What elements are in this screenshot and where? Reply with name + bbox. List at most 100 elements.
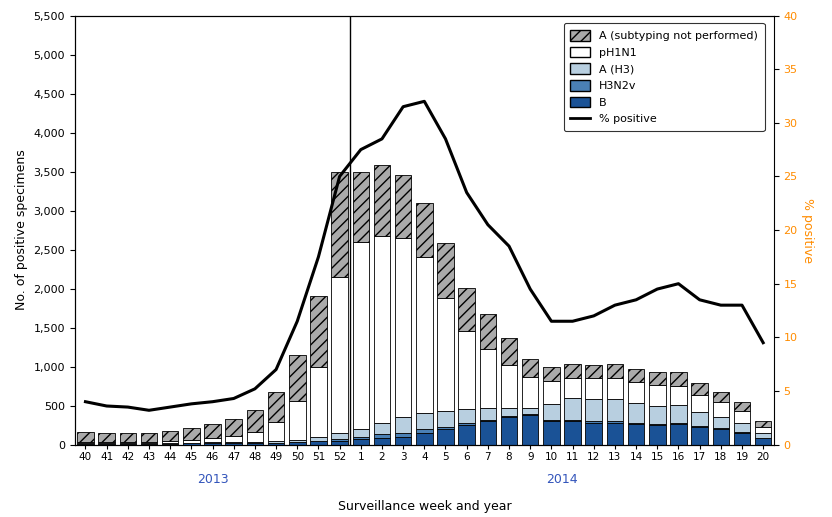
- Bar: [246, 443, 263, 445]
- Bar: [522, 414, 538, 415]
- Bar: [649, 425, 666, 445]
- Bar: [522, 377, 538, 408]
- Bar: [353, 429, 369, 437]
- Bar: [479, 421, 496, 445]
- Bar: [395, 417, 411, 433]
- Bar: [268, 443, 285, 445]
- Bar: [755, 438, 771, 445]
- Bar: [98, 444, 115, 445]
- Bar: [607, 399, 623, 421]
- Bar: [395, 238, 411, 417]
- Bar: [458, 425, 475, 445]
- Bar: [671, 405, 686, 423]
- Bar: [543, 421, 560, 445]
- Bar: [395, 437, 411, 445]
- Bar: [77, 442, 94, 444]
- Bar: [671, 386, 686, 405]
- Bar: [374, 236, 390, 423]
- Bar: [479, 420, 496, 421]
- Bar: [289, 355, 305, 401]
- Bar: [522, 415, 538, 445]
- Bar: [586, 421, 602, 423]
- Bar: [416, 257, 433, 414]
- Bar: [734, 423, 750, 432]
- Bar: [522, 359, 538, 377]
- Bar: [331, 439, 348, 440]
- Bar: [671, 424, 686, 445]
- Bar: [120, 444, 136, 445]
- Bar: [649, 406, 666, 423]
- Bar: [289, 401, 305, 439]
- Bar: [246, 442, 263, 443]
- Bar: [438, 429, 453, 445]
- Bar: [416, 203, 433, 257]
- Bar: [628, 369, 644, 382]
- Bar: [395, 433, 411, 437]
- Bar: [543, 367, 560, 381]
- Bar: [225, 419, 242, 436]
- Bar: [564, 398, 581, 420]
- Bar: [331, 433, 348, 439]
- Bar: [564, 364, 581, 378]
- Bar: [712, 428, 729, 429]
- Bar: [671, 372, 686, 386]
- Bar: [374, 438, 390, 445]
- Bar: [353, 437, 369, 439]
- Bar: [734, 432, 750, 433]
- Bar: [183, 440, 200, 443]
- Bar: [649, 423, 666, 425]
- Bar: [628, 382, 644, 403]
- Bar: [755, 421, 771, 427]
- Bar: [331, 440, 348, 445]
- Bar: [501, 366, 518, 408]
- Bar: [98, 433, 115, 442]
- Bar: [268, 441, 285, 443]
- Bar: [691, 395, 708, 412]
- Bar: [395, 175, 411, 238]
- Bar: [416, 429, 433, 433]
- Bar: [691, 412, 708, 427]
- Bar: [671, 423, 686, 424]
- Bar: [77, 432, 94, 442]
- Bar: [183, 428, 200, 440]
- Bar: [586, 378, 602, 399]
- Bar: [141, 442, 157, 444]
- Bar: [586, 364, 602, 378]
- Bar: [77, 444, 94, 445]
- Bar: [691, 428, 708, 445]
- Bar: [564, 420, 581, 421]
- Bar: [120, 433, 136, 442]
- Bar: [479, 314, 496, 349]
- Bar: [205, 442, 220, 443]
- Bar: [353, 439, 369, 445]
- Bar: [734, 433, 750, 445]
- Bar: [205, 443, 220, 445]
- Bar: [310, 367, 327, 437]
- Bar: [734, 411, 750, 423]
- Bar: [310, 440, 327, 442]
- Bar: [331, 172, 348, 277]
- Bar: [458, 423, 475, 425]
- Bar: [522, 408, 538, 414]
- Bar: [712, 417, 729, 428]
- Bar: [141, 444, 157, 445]
- Bar: [438, 411, 453, 427]
- Bar: [458, 331, 475, 409]
- Bar: [607, 423, 623, 445]
- Bar: [162, 444, 178, 445]
- Bar: [564, 421, 581, 445]
- Bar: [120, 442, 136, 444]
- Bar: [289, 439, 305, 442]
- Bar: [628, 403, 644, 423]
- Bar: [607, 377, 623, 399]
- Bar: [225, 442, 242, 443]
- Legend: A (subtyping not performed), pH1N1, A (H3), H3N2v, B, % positive: A (subtyping not performed), pH1N1, A (H…: [563, 23, 765, 131]
- Text: Surveillance week and year: Surveillance week and year: [338, 500, 511, 513]
- Bar: [416, 433, 433, 445]
- Bar: [479, 408, 496, 420]
- Bar: [162, 441, 178, 444]
- Bar: [543, 381, 560, 404]
- Bar: [353, 172, 369, 242]
- Bar: [607, 421, 623, 423]
- Bar: [438, 298, 453, 411]
